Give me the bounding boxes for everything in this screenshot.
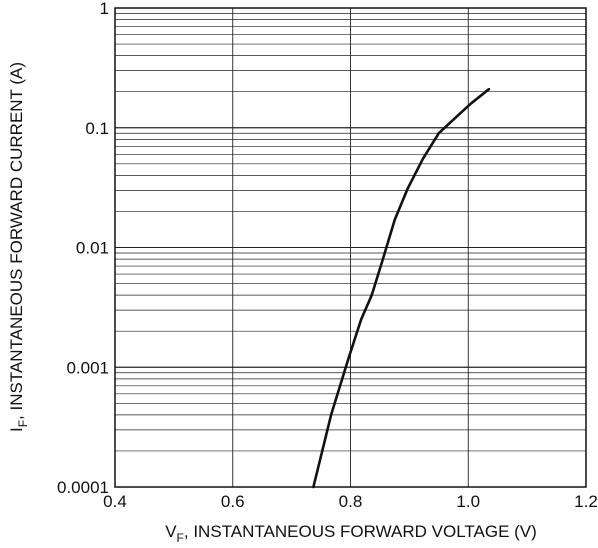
y-tick-label: 1 bbox=[100, 0, 109, 18]
x-tick-label: 1.0 bbox=[456, 492, 480, 511]
y-tick-labels: 0.0001 0.001 0.01 0.1 1 bbox=[57, 0, 109, 497]
x-axis-subscript: F bbox=[177, 531, 184, 545]
y-tick-label: 0.1 bbox=[85, 119, 109, 138]
grid-lines bbox=[114, 7, 587, 488]
x-tick-labels: 0.4 0.6 0.8 1.0 1.2 bbox=[103, 492, 598, 511]
y-axis-symbol: I bbox=[7, 427, 26, 432]
x-tick-label: 0.8 bbox=[339, 492, 363, 511]
y-axis-text: , INSTANTANEOUS FORWARD CURRENT (A) bbox=[7, 62, 26, 420]
x-axis-symbol: V bbox=[165, 522, 177, 541]
y-tick-label: 0.01 bbox=[76, 239, 109, 258]
y-axis-title: IF, INSTANTANEOUS FORWARD CURRENT (A) bbox=[7, 62, 30, 432]
y-axis-subscript: F bbox=[16, 420, 30, 427]
x-axis-text: , INSTANTANEOUS FORWARD VOLTAGE (V) bbox=[184, 522, 537, 541]
y-tick-label: 0.001 bbox=[66, 358, 109, 377]
x-tick-label: 1.2 bbox=[574, 492, 598, 511]
plot-frame bbox=[114, 7, 587, 488]
series-line bbox=[312, 87, 491, 489]
y-tick-label: 0.0001 bbox=[57, 478, 109, 497]
x-tick-label: 0.4 bbox=[103, 492, 127, 511]
x-tick-label: 0.6 bbox=[221, 492, 245, 511]
x-axis-title: VF, INSTANTANEOUS FORWARD VOLTAGE (V) bbox=[165, 522, 537, 545]
